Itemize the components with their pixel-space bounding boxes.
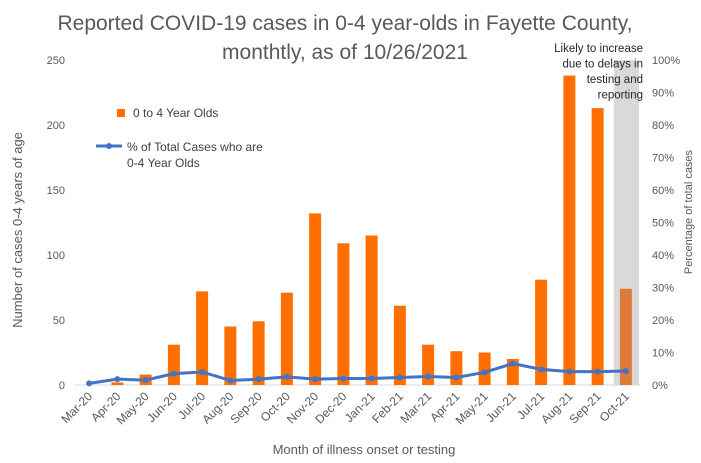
- y-axis-label: Number of cases 0-4 years of age: [10, 132, 25, 328]
- line-point: [312, 376, 319, 383]
- legend-label-line-2: 0-4 Year Olds: [127, 156, 200, 170]
- line-point: [538, 366, 545, 373]
- legend-swatch-bars: [117, 109, 125, 117]
- y2-tick-label: 70%: [652, 153, 674, 165]
- y2-tick-label: 20%: [652, 315, 674, 327]
- chart-title-line1: Reported COVID-19 cases in 0-4 year-olds…: [57, 12, 632, 35]
- y2-tick-label: 60%: [652, 185, 674, 197]
- line-point: [368, 375, 375, 382]
- bar: [478, 352, 491, 385]
- y2-tick-label: 100%: [652, 55, 680, 67]
- bar: [535, 279, 548, 385]
- line-point: [255, 376, 262, 383]
- bar: [111, 382, 124, 385]
- line-point: [227, 377, 234, 384]
- y2-tick-label: 90%: [652, 88, 674, 100]
- x-tick-label: Mar-21: [397, 389, 434, 426]
- bar: [280, 292, 293, 385]
- x-tick-label: Sep-20: [227, 389, 264, 426]
- line-point: [340, 375, 347, 382]
- annotation-line: reporting: [598, 90, 643, 102]
- y2-tick-label: 10%: [652, 348, 674, 360]
- y-tick-label: 200: [47, 120, 65, 132]
- line-point: [509, 360, 516, 367]
- annotation-line: Likely to increase: [554, 43, 643, 55]
- line-point: [86, 380, 93, 387]
- x-tick-label: Mar-20: [58, 389, 95, 426]
- bar: [309, 213, 322, 385]
- bar: [337, 243, 350, 385]
- y2-tick-label: 0%: [652, 380, 668, 392]
- bar: [619, 288, 632, 385]
- x-tick-label: Sep-21: [566, 389, 603, 426]
- bar: [422, 344, 435, 385]
- chart-title-line2: monthtly, as of 10/26/2021: [222, 41, 468, 64]
- bar: [563, 75, 576, 385]
- line-point: [199, 369, 206, 375]
- x-tick-label: Jun-20: [144, 389, 180, 425]
- line-point: [622, 368, 629, 375]
- y2-tick-label: 80%: [652, 120, 674, 132]
- y2-tick-label: 50%: [652, 218, 674, 230]
- line-point: [594, 368, 601, 375]
- bar: [365, 235, 378, 385]
- x-axis-label: Month of illness onset or testing: [273, 442, 456, 457]
- y-tick-label: 150: [47, 185, 65, 197]
- line-point: [481, 369, 488, 376]
- bar: [167, 344, 180, 385]
- bar: [224, 326, 237, 385]
- legend-swatch-point: [106, 143, 112, 149]
- annotation-line: testing and: [587, 74, 643, 86]
- line-point: [283, 373, 290, 380]
- y-tick-label: 50: [53, 315, 65, 327]
- x-tick-label: Jun-21: [483, 389, 519, 425]
- bar: [196, 291, 209, 385]
- line-point: [170, 370, 177, 377]
- y-tick-label: 0: [59, 380, 65, 392]
- y2-axis-label: Percentage of total cases: [683, 149, 695, 274]
- legend-label-line-1: % of Total Cases who are: [127, 140, 263, 154]
- y-tick-label: 100: [47, 250, 65, 262]
- line-point: [142, 377, 149, 384]
- line-point: [425, 373, 432, 380]
- line-point: [453, 374, 460, 381]
- annotation-line: due to delays in: [562, 59, 643, 71]
- line-point: [396, 374, 403, 381]
- bar: [591, 108, 604, 385]
- x-tick-label: May-20: [114, 389, 152, 427]
- bar: [393, 305, 406, 385]
- line-series: [88, 362, 626, 385]
- y-tick-label: 250: [47, 55, 65, 67]
- x-tick-label: May-21: [453, 389, 491, 427]
- bar: [252, 321, 265, 385]
- legend-label-bars: 0 to 4 Year Olds: [133, 106, 218, 120]
- y2-tick-label: 40%: [652, 250, 674, 262]
- line-point: [566, 368, 573, 375]
- x-tick-label: Oct-21: [597, 389, 633, 425]
- y2-tick-label: 30%: [652, 283, 674, 295]
- line-point: [114, 376, 121, 383]
- x-tick-label: Dec-20: [312, 389, 349, 426]
